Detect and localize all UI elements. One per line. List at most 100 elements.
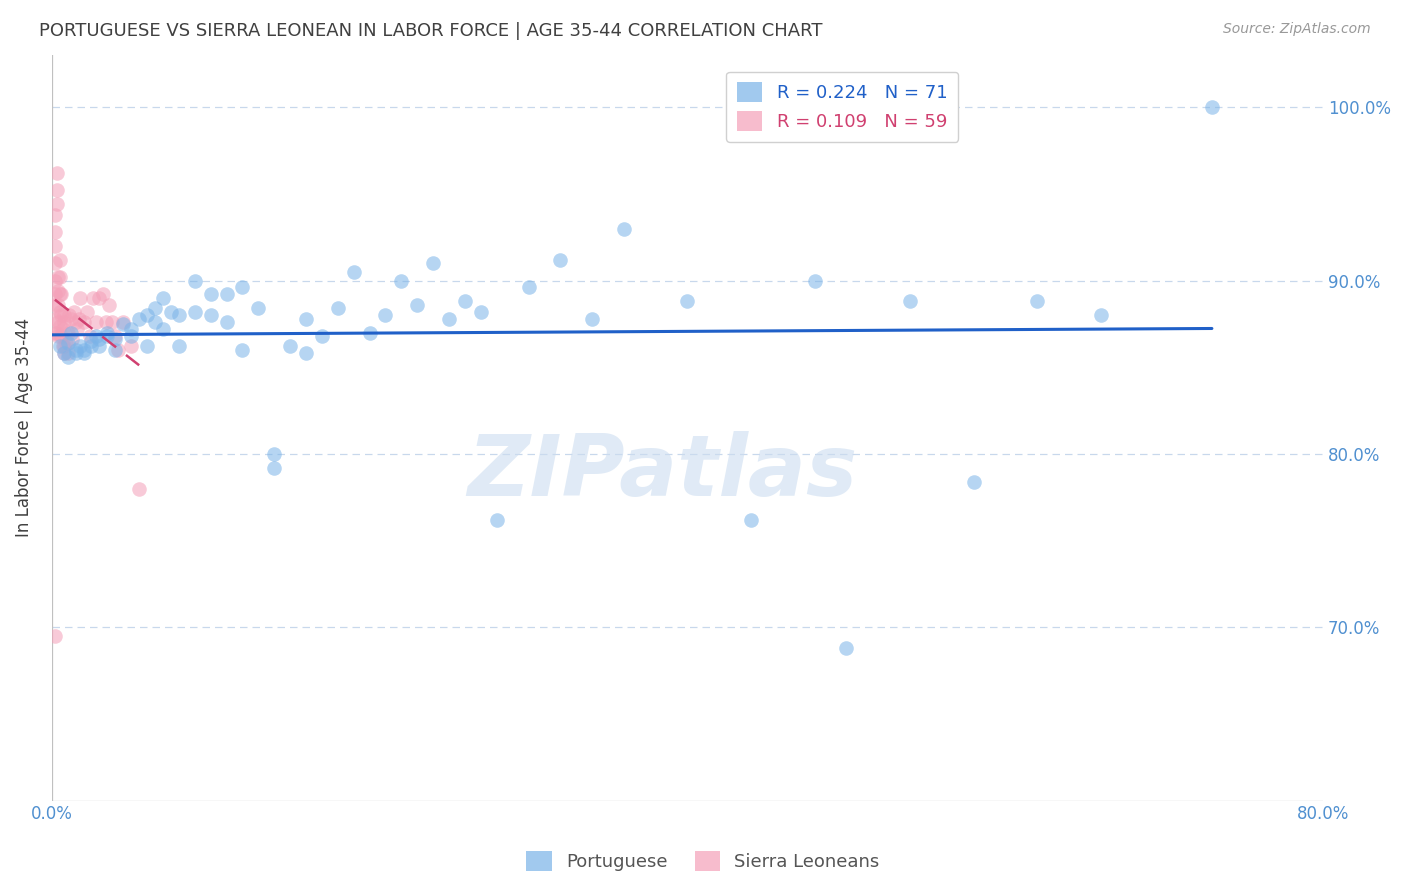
- Point: [803, 273, 825, 287]
- Point: [51, 287, 73, 301]
- Point: [48, 287, 70, 301]
- Point: [52, 322, 75, 336]
- Point: [517, 280, 540, 294]
- Point: [437, 311, 460, 326]
- Point: [96, 326, 118, 340]
- Point: [56, 350, 79, 364]
- Point: [53, 308, 76, 322]
- Point: [45, 166, 67, 180]
- Point: [422, 256, 444, 270]
- Point: [51, 329, 73, 343]
- Point: [613, 221, 636, 235]
- Point: [470, 304, 492, 318]
- Point: [167, 308, 190, 322]
- Point: [80, 334, 103, 349]
- Point: [231, 280, 253, 294]
- Point: [143, 315, 166, 329]
- Point: [295, 311, 318, 326]
- Point: [278, 339, 301, 353]
- Point: [44, 311, 66, 326]
- Point: [91, 287, 114, 301]
- Point: [326, 301, 349, 316]
- Point: [101, 315, 124, 329]
- Point: [406, 298, 429, 312]
- Point: [79, 329, 101, 343]
- Point: [53, 346, 76, 360]
- Point: [581, 311, 603, 326]
- Point: [94, 315, 117, 329]
- Point: [96, 329, 118, 343]
- Y-axis label: In Labor Force | Age 35-44: In Labor Force | Age 35-44: [15, 318, 32, 538]
- Point: [200, 308, 222, 322]
- Point: [84, 329, 107, 343]
- Point: [676, 294, 699, 309]
- Point: [72, 346, 94, 360]
- Point: [48, 270, 70, 285]
- Point: [65, 343, 87, 357]
- Point: [69, 291, 91, 305]
- Point: [82, 291, 104, 305]
- Point: [63, 304, 86, 318]
- Text: ZIPatlas: ZIPatlas: [467, 431, 858, 514]
- Point: [48, 318, 70, 333]
- Point: [44, 256, 66, 270]
- Point: [45, 183, 67, 197]
- Point: [104, 343, 127, 357]
- Point: [136, 339, 159, 353]
- Point: [962, 475, 984, 489]
- Point: [62, 333, 84, 347]
- Point: [215, 315, 238, 329]
- Point: [898, 294, 921, 309]
- Point: [66, 322, 89, 336]
- Point: [59, 326, 82, 340]
- Point: [184, 273, 207, 287]
- Point: [55, 335, 77, 350]
- Point: [1026, 294, 1049, 309]
- Point: [128, 482, 150, 496]
- Point: [89, 339, 111, 353]
- Point: [835, 641, 858, 656]
- Point: [485, 513, 508, 527]
- Point: [44, 225, 66, 239]
- Point: [46, 284, 69, 298]
- Point: [44, 326, 66, 340]
- Point: [247, 301, 270, 316]
- Point: [44, 273, 66, 287]
- Point: [44, 629, 66, 643]
- Point: [343, 265, 366, 279]
- Point: [59, 311, 82, 326]
- Point: [120, 322, 142, 336]
- Point: [84, 315, 107, 329]
- Point: [89, 333, 111, 347]
- Point: [374, 308, 396, 322]
- Point: [167, 339, 190, 353]
- Point: [67, 311, 90, 326]
- Point: [48, 252, 70, 267]
- Point: [45, 197, 67, 211]
- Point: [231, 343, 253, 357]
- Point: [65, 346, 87, 360]
- Point: [389, 273, 412, 287]
- Point: [72, 343, 94, 357]
- Point: [295, 346, 318, 360]
- Point: [359, 326, 381, 340]
- Point: [48, 339, 70, 353]
- Point: [311, 329, 333, 343]
- Point: [263, 460, 285, 475]
- Point: [46, 270, 69, 285]
- Point: [740, 513, 762, 527]
- Point: [215, 287, 238, 301]
- Point: [128, 311, 150, 326]
- Point: [51, 308, 73, 322]
- Point: [80, 339, 103, 353]
- Text: PORTUGUESE VS SIERRA LEONEAN IN LABOR FORCE | AGE 35-44 CORRELATION CHART: PORTUGUESE VS SIERRA LEONEAN IN LABOR FO…: [39, 22, 823, 40]
- Legend: Portuguese, Sierra Leoneans: Portuguese, Sierra Leoneans: [519, 844, 887, 879]
- Point: [65, 315, 87, 329]
- Point: [56, 335, 79, 350]
- Point: [69, 339, 91, 353]
- Point: [58, 308, 80, 322]
- Point: [454, 294, 477, 309]
- Point: [76, 304, 98, 318]
- Point: [46, 298, 69, 312]
- Text: Source: ZipAtlas.com: Source: ZipAtlas.com: [1223, 22, 1371, 37]
